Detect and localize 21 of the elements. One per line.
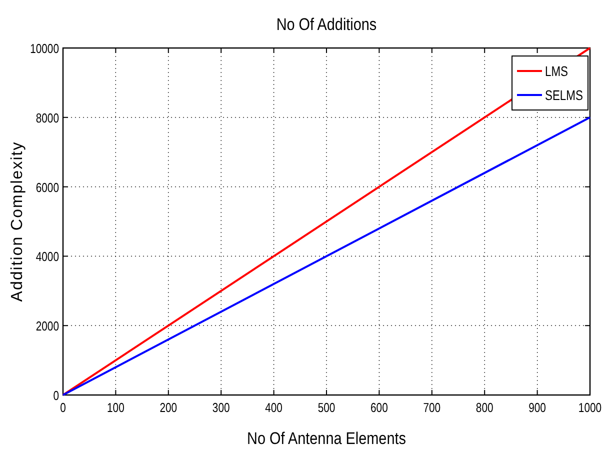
- x-tick-label: 1000: [578, 400, 602, 416]
- x-tick-label: 500: [318, 400, 336, 416]
- x-tick-label: 300: [212, 400, 230, 416]
- x-tick-label: 900: [528, 400, 546, 416]
- chart-title: No Of Additions: [276, 16, 377, 34]
- x-tick-label: 700: [423, 400, 441, 416]
- legend-label: SELMS: [545, 88, 583, 104]
- y-tick-label: 2000: [36, 320, 60, 334]
- y-tick-label: 0: [53, 388, 60, 404]
- x-tick-label: 200: [160, 400, 178, 416]
- y-axis-title: Addition Complexity: [9, 141, 26, 302]
- y-tick-label: 4000: [36, 250, 60, 265]
- x-tick-label: 800: [476, 400, 494, 416]
- x-axis-title: No Of Antenna Elements: [247, 430, 406, 448]
- legend-label: LMS: [545, 64, 568, 80]
- y-tick-label: 10000: [30, 42, 60, 56]
- x-tick-label: 600: [370, 400, 388, 416]
- y-tick-label: 8000: [36, 111, 60, 126]
- x-tick-label: 100: [107, 400, 125, 416]
- x-tick-label: 400: [265, 400, 283, 416]
- y-tick-label: 6000: [36, 180, 60, 196]
